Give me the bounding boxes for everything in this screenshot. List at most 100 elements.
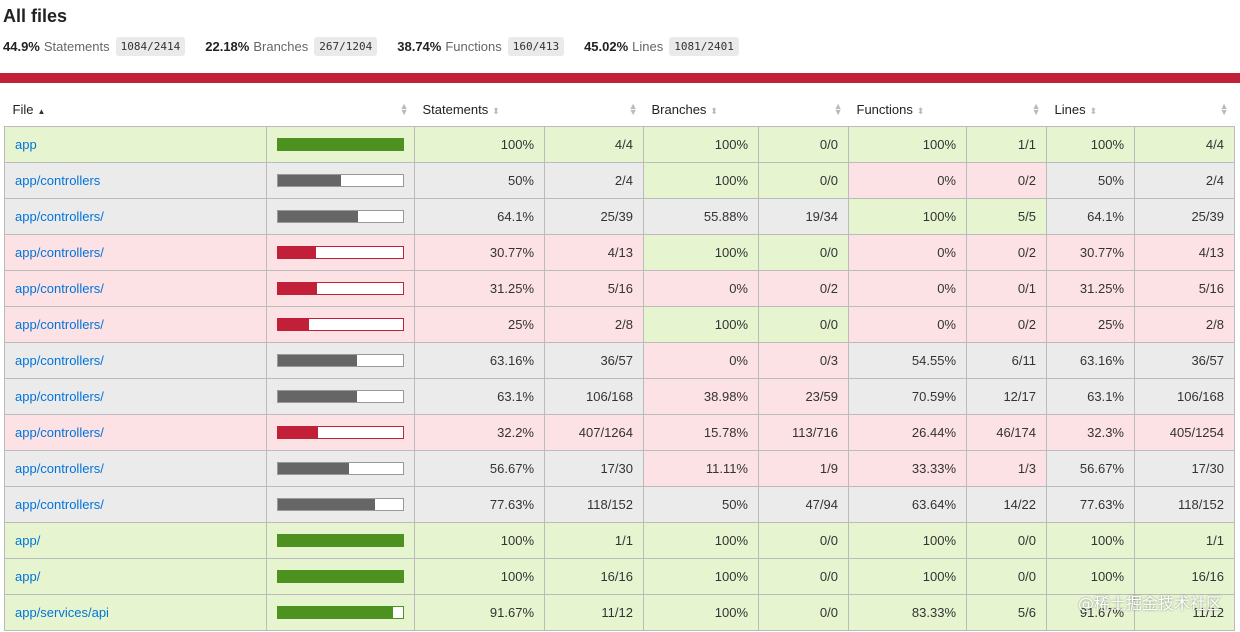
branches-fraction-cell: 0/0 <box>758 306 849 343</box>
coverage-bar-fill <box>278 139 403 150</box>
branches-fraction-cell: 113/716 <box>758 414 849 451</box>
functions-pct-cell: 100% <box>848 558 967 595</box>
statements-fraction-cell: 16/16 <box>544 558 644 595</box>
functions-pct-cell: 26.44% <box>848 414 967 451</box>
table-row: app/controllers/77.63% 118/152 50% 47/94 63.… <box>4 486 1235 523</box>
lines-pct-cell: 100% <box>1046 558 1135 595</box>
lines-fraction-cell: 118/152 <box>1134 486 1235 523</box>
branches-pct-cell: 100% <box>643 558 759 595</box>
lines-fraction-cell: 405/1254 <box>1134 414 1235 451</box>
functions-pct-cell: 0% <box>848 234 967 271</box>
file-link[interactable]: app/ <box>15 569 41 584</box>
statements-pct-cell: 30.77% <box>414 234 545 271</box>
coverage-bar-fill <box>278 355 357 366</box>
column-header-lines-fraction[interactable]: ▲ ▼ <box>1134 92 1235 127</box>
statements-pct-cell: 50% <box>414 162 545 199</box>
file-link[interactable]: app/controllers/ <box>15 389 104 404</box>
file-link[interactable]: app/services/api <box>15 605 109 620</box>
coverage-table: File ▲ ▲ ▼ Statements ⬍ ▲ ▼ Branches ⬍ ▲ ▼ Fun… <box>4 92 1235 631</box>
functions-pct-cell: 100% <box>848 198 967 235</box>
lines-pct-cell: 25% <box>1046 306 1135 343</box>
summary-pct: 44.9% <box>3 39 40 54</box>
file-link[interactable]: app/controllers/ <box>15 317 104 332</box>
branches-pct-cell: 11.11% <box>643 450 759 487</box>
branches-pct-cell: 15.78% <box>643 414 759 451</box>
file-link[interactable]: app/controllers/ <box>15 281 104 296</box>
functions-fraction-cell: 0/0 <box>966 522 1047 559</box>
lines-pct-cell: 56.67% <box>1046 450 1135 487</box>
coverage-bar <box>277 606 404 619</box>
coverage-bar-fill <box>278 427 319 438</box>
column-header-functions-fraction[interactable]: ▲ ▼ <box>966 92 1047 127</box>
lines-fraction-cell: 36/57 <box>1134 342 1235 379</box>
file-link[interactable]: app/controllers/ <box>15 245 104 260</box>
coverage-bar <box>277 426 404 439</box>
file-link[interactable]: app/controllers <box>15 173 101 188</box>
functions-pct-cell: 63.64% <box>848 486 967 523</box>
branches-pct-cell: 0% <box>643 270 759 307</box>
table-row: app/controllers/32.2% 407/1264 15.78% 113/7… <box>4 414 1235 451</box>
column-header-label: Branches <box>651 101 707 117</box>
lines-fraction-cell: 17/30 <box>1134 450 1235 487</box>
column-header-branches[interactable]: Branches ⬍ <box>643 92 759 127</box>
functions-pct-cell: 70.59% <box>848 378 967 415</box>
coverage-bar-fill <box>278 499 376 510</box>
lines-fraction-cell: 2/8 <box>1134 306 1235 343</box>
coverage-bar-cell <box>266 270 415 307</box>
coverage-bar-fill <box>278 283 318 294</box>
file-link[interactable]: app/controllers/ <box>15 497 104 512</box>
lines-fraction-cell: 25/39 <box>1134 198 1235 235</box>
file-link[interactable]: app/controllers/ <box>15 209 104 224</box>
column-header-lines[interactable]: Lines ⬍ <box>1046 92 1135 127</box>
coverage-bar <box>277 246 404 259</box>
sort-icon: ⬍ <box>710 105 718 116</box>
table-row: app 100% 4/4 100% 0/0 100% 1/1 100% 4/4 <box>4 126 1235 163</box>
file-link[interactable]: app/controllers/ <box>15 425 104 440</box>
coverage-bar <box>277 318 404 331</box>
column-header-branches-fraction[interactable]: ▲ ▼ <box>758 92 849 127</box>
functions-fraction-cell: 6/11 <box>966 342 1047 379</box>
statements-pct-cell: 56.67% <box>414 450 545 487</box>
sort-icon: ⬍ <box>916 105 925 116</box>
column-header-functions[interactable]: Functions ⬍ <box>848 92 967 127</box>
statements-pct-cell: 63.1% <box>414 378 545 415</box>
file-link[interactable]: app/controllers/ <box>15 353 104 368</box>
column-header-bar[interactable]: ▲ ▼ <box>266 92 415 127</box>
table-row: app/100% 16/16 100% 0/0 100% 0/0 100% 16/16 <box>4 558 1235 595</box>
coverage-bar-cell <box>266 558 415 595</box>
functions-pct-cell: 0% <box>848 306 967 343</box>
sort-icon: ▲ ▼ <box>1219 101 1229 117</box>
file-cell: app/controllers/ <box>4 342 267 379</box>
file-cell: app/controllers/ <box>4 306 267 343</box>
lines-pct-cell: 31.25% <box>1046 270 1135 307</box>
column-header-statements-fraction[interactable]: ▲ ▼ <box>544 92 644 127</box>
lines-fraction-cell: 106/168 <box>1134 378 1235 415</box>
coverage-bar-fill <box>278 175 341 186</box>
file-link[interactable]: app <box>15 137 37 152</box>
coverage-bar-cell <box>266 162 415 199</box>
coverage-bar <box>277 498 404 511</box>
column-header-file[interactable]: File ▲ <box>4 92 267 127</box>
column-header-statements[interactable]: Statements ⬍ <box>414 92 545 127</box>
functions-pct-cell: 0% <box>848 270 967 307</box>
table-row: app/controllers/30.77% 4/13 100% 0/0 0% 0/2 30… <box>4 234 1235 271</box>
summary-lines: 45.02% Lines 1081/2401 <box>584 37 739 56</box>
file-cell: app/controllers/ <box>4 198 267 235</box>
branches-pct-cell: 55.88% <box>643 198 759 235</box>
coverage-bar-cell <box>266 234 415 271</box>
statements-fraction-cell: 25/39 <box>544 198 644 235</box>
file-link[interactable]: app/controllers/ <box>15 461 104 476</box>
coverage-bar-fill <box>278 319 310 330</box>
sort-ascending-icon: ▲ <box>37 106 46 116</box>
functions-pct-cell: 83.33% <box>848 594 967 631</box>
statements-fraction-cell: 2/8 <box>544 306 644 343</box>
file-link[interactable]: app/ <box>15 533 41 548</box>
functions-fraction-cell: 5/5 <box>966 198 1047 235</box>
functions-pct-cell: 100% <box>848 126 967 163</box>
table-row: app/controllers 50% 2/4 100% 0/0 0% 0/2 50% 2/4 <box>4 162 1235 199</box>
statements-fraction-cell: 11/12 <box>544 594 644 631</box>
functions-fraction-cell: 0/1 <box>966 270 1047 307</box>
header: All files 44.9% Statements 1084/2414 22.… <box>0 0 1240 64</box>
file-cell: app/controllers/ <box>4 450 267 487</box>
branches-fraction-cell: 19/34 <box>758 198 849 235</box>
